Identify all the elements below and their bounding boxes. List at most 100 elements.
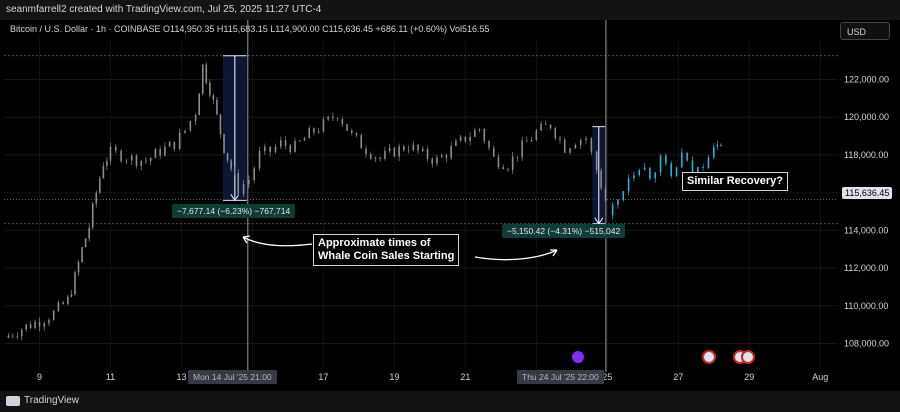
history-candle-body-85 xyxy=(388,147,391,152)
projection-candle-body-12 xyxy=(675,167,678,176)
history-candle-body-23 xyxy=(102,165,105,179)
history-candle-body-77 xyxy=(350,130,353,133)
history-candle-body-108 xyxy=(497,156,500,168)
y-tick-label-6: 120,000.00 xyxy=(844,112,889,122)
history-candle-body-122 xyxy=(563,139,566,153)
history-candle-body-37 xyxy=(168,141,171,147)
history-candle-body-45 xyxy=(205,64,208,83)
x-tick-label-9: 27 xyxy=(673,372,683,382)
history-candle-body-61 xyxy=(274,146,277,152)
y-tick-label-2: 112,000.00 xyxy=(844,263,888,273)
history-candle-body-97 xyxy=(445,155,448,158)
footer-bar xyxy=(0,391,900,412)
left-curved-arrow xyxy=(242,236,313,247)
history-candle-body-124 xyxy=(574,144,577,149)
history-candle-body-43 xyxy=(198,93,200,116)
history-candle-body-65 xyxy=(294,140,296,153)
whale-note-line-2: Whale Coin Sales Starting xyxy=(318,250,455,262)
history-candle-body-110 xyxy=(507,169,509,170)
history-candle-body-69 xyxy=(313,128,315,133)
y-tick-label-5: 118,000.00 xyxy=(844,150,888,160)
history-candle-body-54 xyxy=(237,173,240,194)
history-candle-body-88 xyxy=(403,146,405,151)
projection-candle-body-11 xyxy=(670,163,672,176)
history-candle-body-89 xyxy=(407,149,410,151)
history-candle-body-55 xyxy=(242,184,245,194)
history-candle-body-38 xyxy=(173,141,176,150)
projection-candle-body-3 xyxy=(627,178,630,192)
history-candle-body-40 xyxy=(184,130,186,133)
history-candle-body-84 xyxy=(384,151,386,159)
projection-candle-body-10 xyxy=(665,155,667,164)
currency-button[interactable]: USD xyxy=(840,22,890,40)
history-candle-body-67 xyxy=(303,138,306,141)
crosshair-date-1: Mon 14 Jul '25 21:00 xyxy=(188,370,277,384)
history-candle-body-73 xyxy=(332,116,334,119)
history-candle-body-24 xyxy=(106,160,108,166)
history-candle-body-26 xyxy=(114,146,117,151)
right-curved-arrow xyxy=(474,249,558,261)
history-candle-body-123 xyxy=(569,148,571,153)
history-candle-body-125 xyxy=(579,140,582,145)
history-candle-body-48 xyxy=(216,99,218,115)
history-candle-body-5 xyxy=(29,324,32,329)
whale-note-line-1: Approximate times of xyxy=(318,237,431,249)
history-candle-body-128 xyxy=(595,151,598,171)
history-candle-body-28 xyxy=(125,160,128,162)
history-candle-body-62 xyxy=(280,140,282,147)
projection-candle-body-1 xyxy=(617,199,619,205)
history-candle-body-20 xyxy=(91,203,94,228)
history-candle-body-4 xyxy=(25,324,27,330)
history-candle-body-8 xyxy=(43,323,46,327)
history-candle-body-129 xyxy=(600,170,602,189)
history-candle-body-118 xyxy=(545,123,547,125)
projection-candle-body-8 xyxy=(654,172,657,179)
measure-label-2: −5,150.42 (−4.31%) −515,042 xyxy=(502,224,626,238)
history-candle-body-13 xyxy=(67,296,69,304)
history-candle-body-100 xyxy=(459,136,462,141)
y-tick-label-3: 114,000.00 xyxy=(844,225,888,235)
history-candle-body-27 xyxy=(120,150,122,162)
history-candle-body-63 xyxy=(284,140,287,146)
projection-candle-body-19 xyxy=(712,146,715,158)
history-candle-body-102 xyxy=(469,136,471,142)
left-arrowhead xyxy=(242,235,251,244)
tradingview-logo[interactable]: TradingView xyxy=(6,395,79,406)
history-candle-body-42 xyxy=(194,115,197,122)
measure-arrowhead-0 xyxy=(230,194,240,202)
history-candle-body-101 xyxy=(464,136,467,142)
history-candle-body-99 xyxy=(455,140,457,146)
history-candle-body-29 xyxy=(130,155,133,161)
tradingview-logo-icon xyxy=(6,395,20,406)
symbol-info-line: Bitcoin / U.S. Dollar · 1h · COINBASE O1… xyxy=(10,24,490,34)
history-candle-body-105 xyxy=(483,129,486,142)
history-candle-body-121 xyxy=(559,138,561,140)
history-candle-body-11 xyxy=(57,302,60,312)
x-tick-label-2: 13 xyxy=(176,372,186,382)
history-candle-body-68 xyxy=(308,128,311,139)
history-candle-body-22 xyxy=(99,178,101,193)
history-candle-body-75 xyxy=(341,118,344,125)
history-candle-body-10 xyxy=(52,311,55,320)
projection-candle-body-18 xyxy=(707,157,710,168)
history-candle-body-31 xyxy=(140,160,143,166)
history-candle-body-81 xyxy=(369,154,372,159)
us-flag-icon-3 xyxy=(741,350,755,364)
vertical-markers xyxy=(247,20,607,372)
event-icons xyxy=(572,350,755,364)
measure-boxes xyxy=(222,55,606,225)
projection-candle-body-4 xyxy=(633,175,635,179)
history-candle-body-79 xyxy=(360,135,363,149)
history-candle-body-83 xyxy=(379,157,381,159)
history-candle-body-91 xyxy=(417,144,419,151)
history-candle-body-66 xyxy=(298,140,301,142)
history-candle-body-16 xyxy=(77,261,80,273)
time-axis: 911131517192123252729Aug xyxy=(37,372,828,382)
history-candle-body-60 xyxy=(269,146,271,152)
history-candle-body-113 xyxy=(521,140,523,158)
us-flag-icon xyxy=(702,350,716,364)
history-candle-body-112 xyxy=(516,156,519,158)
history-candle-body-9 xyxy=(48,319,50,324)
history-candle-body-78 xyxy=(355,132,358,136)
